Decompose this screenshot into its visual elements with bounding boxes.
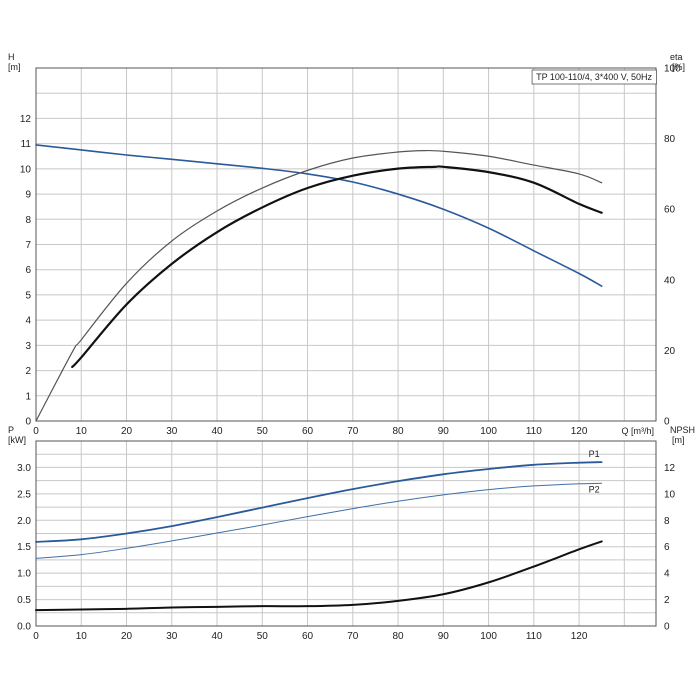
y-left-axis-label: H: [8, 52, 15, 62]
y-left-tick-label: 0.5: [17, 595, 31, 606]
y-left-tick-label: 1: [25, 391, 31, 402]
plot-frame: [35, 440, 657, 627]
y-left-tick-label: 0: [25, 417, 31, 428]
x-tick-label: 60: [302, 631, 314, 642]
x-tick-label: 120: [571, 631, 588, 642]
y-right-tick-label: 6: [664, 542, 670, 553]
y-left-tick-label: 6: [25, 265, 31, 276]
y-left-tick-label: 7: [25, 240, 31, 251]
x-tick-label: 0: [33, 631, 39, 642]
series-line-chart1-series1: [35, 144, 603, 287]
x-tick-label: 0: [33, 426, 39, 437]
y-right-axis-label: NPSH: [670, 425, 695, 435]
series-label-p2: P2: [589, 484, 600, 494]
series-line-chart1-series3: [71, 165, 603, 369]
y-right-tick-label: 0: [664, 417, 670, 428]
y-left-tick-label: 3.0: [17, 463, 31, 474]
series-line-p2: [35, 482, 603, 559]
x-tick-label: 20: [121, 631, 133, 642]
x-tick-label: 40: [211, 426, 223, 437]
y-left-axis-unit: [kW]: [8, 435, 26, 445]
y-left-tick-label: 1.0: [17, 569, 31, 580]
x-tick-label: 80: [392, 426, 404, 437]
x-tick-label: 60: [302, 426, 314, 437]
y-left-tick-label: 10: [20, 164, 32, 175]
y-left-tick-label: 0.0: [17, 622, 31, 633]
x-tick-label: 40: [211, 631, 223, 642]
y-right-axis-unit: [m]: [672, 435, 685, 445]
x-tick-label: 50: [257, 426, 269, 437]
y-left-axis-label: P: [8, 425, 14, 435]
y-right-tick-label: 10: [664, 489, 676, 500]
y-right-tick-label: 2: [664, 595, 670, 606]
y-left-tick-label: 5: [25, 290, 31, 301]
y-right-tick-label: 100: [664, 64, 681, 75]
x-tick-label: 10: [76, 631, 88, 642]
y-left-tick-label: 9: [25, 190, 31, 201]
x-tick-label: 20: [121, 426, 133, 437]
y-right-tick-label: 0: [664, 622, 670, 633]
y-right-tick-label: 12: [664, 463, 676, 474]
y-left-axis-unit: [m]: [8, 62, 21, 72]
chart-title: TP 100-110/4, 3*400 V, 50Hz: [536, 72, 652, 82]
chart-title-box: [531, 69, 657, 85]
x-tick-label: 50: [257, 631, 269, 642]
x-tick-label: 30: [166, 426, 178, 437]
x-tick-label: 110: [526, 631, 542, 642]
y-right-tick-label: 40: [664, 275, 676, 286]
x-tick-label: 90: [438, 631, 450, 642]
y-right-tick-label: 80: [664, 134, 676, 145]
series-line-chart1-series2: [35, 149, 603, 422]
x-tick-label: 100: [480, 426, 497, 437]
y-left-tick-label: 8: [25, 215, 31, 226]
y-right-tick-label: 8: [664, 516, 670, 527]
y-left-tick-label: 11: [21, 139, 32, 150]
x-tick-label: 30: [166, 631, 178, 642]
series-label-p1: P1: [589, 449, 600, 459]
x-tick-label: 70: [347, 426, 359, 437]
y-left-tick-label: 4: [25, 316, 31, 327]
y-right-axis-label: eta: [670, 52, 683, 62]
series-line-chart2-series3: [35, 540, 603, 612]
series-line-p1: [35, 461, 603, 543]
x-tick-label: 70: [347, 631, 359, 642]
y-right-axis-unit: [%]: [672, 62, 685, 72]
y-right-tick-label: 4: [664, 569, 670, 580]
x-tick-label: 120: [571, 426, 588, 437]
y-right-tick-label: 20: [664, 346, 676, 357]
y-left-tick-label: 2.0: [17, 516, 31, 527]
x-tick-label: 90: [438, 426, 450, 437]
y-left-tick-label: 1.5: [17, 542, 31, 553]
y-left-tick-label: 12: [20, 114, 32, 125]
y-right-tick-label: 60: [664, 205, 676, 216]
y-left-tick-label: 2.5: [17, 489, 31, 500]
y-left-tick-label: 3: [25, 341, 31, 352]
x-axis-label: Q [m³/h]: [621, 426, 654, 436]
x-tick-label: 100: [480, 631, 497, 642]
x-tick-label: 10: [76, 426, 88, 437]
x-tick-label: 110: [526, 426, 542, 437]
y-left-tick-label: 2: [25, 366, 31, 377]
x-tick-label: 80: [392, 631, 404, 642]
plot-frame: [35, 67, 657, 422]
